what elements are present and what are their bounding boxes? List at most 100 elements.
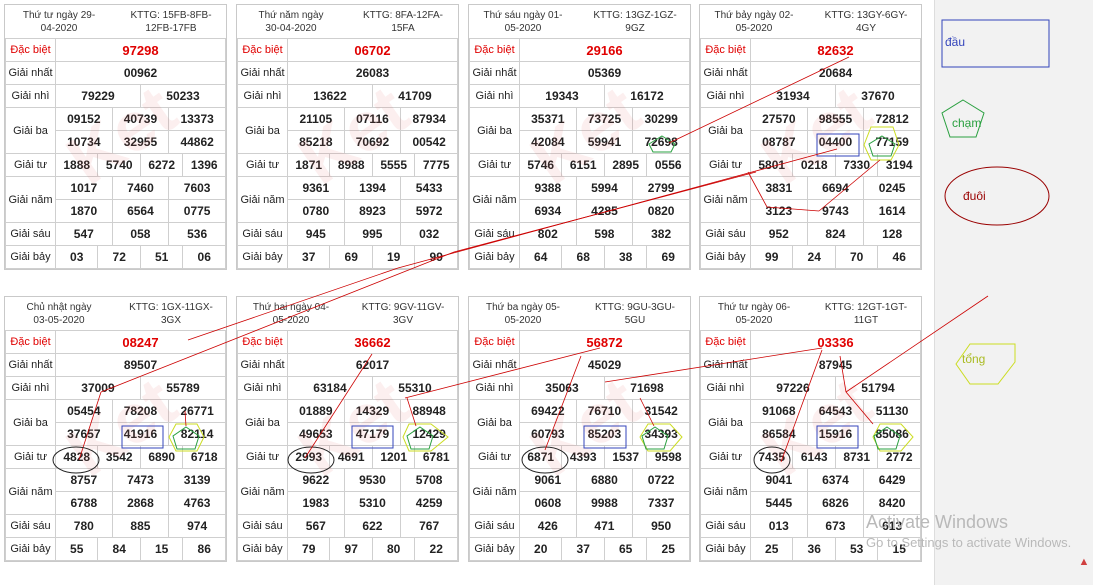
prize-number: 8923 <box>343 199 402 223</box>
prize-label: Đặc biệt <box>237 38 288 62</box>
scroll-up-icon[interactable]: ▲ <box>1078 556 1090 568</box>
prize-label: Giải sáu <box>700 222 751 246</box>
prize-number: 19343 <box>519 84 605 108</box>
prize-number: 64543 <box>806 399 865 423</box>
prize-number: 88948 <box>400 399 458 423</box>
prize-row: Giải sáu 952 824 128 <box>700 222 921 246</box>
prize-row: Giải tư 6871 4393 1537 9598 <box>469 445 690 469</box>
prize-number: 16172 <box>603 84 691 108</box>
activation-subtitle: Go to Settings to activate Windows. <box>866 535 1072 550</box>
prize-row: Giải năm 3831 6694 0245 <box>700 176 921 223</box>
prize-number: 5433 <box>400 176 458 200</box>
prize-number: 13373 <box>168 107 226 131</box>
prize-number: 06702 <box>287 38 458 62</box>
prize-number: 72 <box>97 245 141 269</box>
prize-number: 71698 <box>603 376 691 400</box>
prize-label: Giải sáu <box>5 222 56 246</box>
prize-label: Đặc biệt <box>237 330 288 354</box>
windows-activation-watermark: Activate Windows Go to Settings to activ… <box>866 512 1071 550</box>
prize-number: 80 <box>371 537 416 561</box>
prize-label: Giải nhì <box>469 84 520 108</box>
prize-number: 42084 <box>519 130 577 154</box>
prize-number: 47179 <box>343 422 402 446</box>
kttg-code: KTTG: 8FA-12FA-15FA <box>362 10 444 34</box>
prize-number: 945 <box>287 222 345 246</box>
prize-number: 2772 <box>877 445 921 469</box>
prize-number: 69 <box>329 245 373 269</box>
prize-row: Giải nhì 79229 50233 <box>5 84 227 108</box>
prize-number: 03 <box>54 245 99 269</box>
prize-row: Giải tư 4828 3542 6890 6718 <box>5 445 226 469</box>
draw-date: Thứ hai ngày 04-05-2020 <box>252 302 330 326</box>
prize-number: 7603 <box>168 176 226 200</box>
prize-number: 15916 <box>806 422 865 446</box>
prize-label: Giải ba <box>5 399 56 446</box>
prize-number: 05454 <box>55 399 113 423</box>
prize-number: 471 <box>575 514 634 538</box>
prize-label: Giải nhì <box>237 376 288 400</box>
prize-number: 36 <box>792 537 836 561</box>
prize-label: Giải tư <box>700 445 751 469</box>
prize-number: 5746 <box>518 153 563 177</box>
prize-label: Giải nhì <box>700 84 751 108</box>
prize-row: Đặc biệt 56872 <box>469 330 690 354</box>
prize-number: 0722 <box>632 468 690 492</box>
prize-number: 99 <box>414 245 458 269</box>
prize-label: Đặc biệt <box>700 38 751 62</box>
prize-label: Giải nhì <box>469 376 520 400</box>
prize-number: 8988 <box>329 153 373 177</box>
prize-number: 7473 <box>111 468 170 492</box>
prize-number: 35371 <box>519 107 577 131</box>
prize-table: Đặc biệt 56872 Giải nhất 45029 Giải nhì 35063… <box>469 330 691 561</box>
prize-label: Giải sáu <box>700 514 751 538</box>
prize-row: Giải nhì 19343 16172 <box>469 84 691 108</box>
prize-number: 1394 <box>343 176 402 200</box>
prize-number: 7460 <box>111 176 170 200</box>
prize-row: Giải nhất 20684 <box>700 61 921 85</box>
prize-label: Giải bảy <box>469 537 520 561</box>
prize-label: Giải năm <box>237 176 288 223</box>
prize-number: 65 <box>603 537 648 561</box>
prize-number: 62017 <box>287 353 458 377</box>
legend-cham-label: chạm <box>952 116 982 130</box>
prize-number: 20 <box>518 537 563 561</box>
prize-label: Giải nhì <box>237 84 288 108</box>
prize-number: 87945 <box>750 353 921 377</box>
prize-label: Giải bảy <box>237 537 288 561</box>
draw-date: Thứ sáu ngày 01-05-2020 <box>483 10 563 34</box>
activation-title: Activate Windows <box>866 512 1009 532</box>
prize-number: 14329 <box>343 399 402 423</box>
prize-label: Giải tư <box>5 445 56 469</box>
prize-number: 87934 <box>400 107 458 131</box>
prize-label: Giải nhì <box>5 376 56 400</box>
prize-number: 9361 <box>287 176 345 200</box>
prize-row: Giải năm 1017 7460 7603 <box>5 176 226 223</box>
prize-row: Giải bảy 37 69 19 99 <box>237 245 458 269</box>
prize-number: 824 <box>806 222 865 246</box>
prize-number: 9743 <box>806 199 865 223</box>
prize-row: Giải năm 9388 5994 2799 <box>469 176 690 223</box>
prize-number: 51130 <box>863 399 921 423</box>
prize-number: 4763 <box>168 491 226 515</box>
prize-number: 5740 <box>97 153 141 177</box>
result-card: Thứ bảy ngày 02-05-2020 KTTG: 13GY-6GY-4G… <box>699 4 922 270</box>
prize-number: 4393 <box>561 445 605 469</box>
prize-row: Giải nhì 63184 55310 <box>237 376 459 400</box>
prize-number: 50233 <box>139 84 227 108</box>
prize-label: Giải nhất <box>5 353 56 377</box>
prize-number: 91068 <box>750 399 808 423</box>
prize-number: 51794 <box>834 376 922 400</box>
prize-label: Đặc biệt <box>469 330 520 354</box>
prize-row: Đặc biệt 29166 <box>469 38 690 62</box>
prize-number: 97 <box>329 537 373 561</box>
prize-label: Giải tư <box>469 153 520 177</box>
prize-number: 7330 <box>834 153 879 177</box>
prize-label: Giải nhất <box>469 353 520 377</box>
prize-number: 72812 <box>863 107 921 131</box>
prize-number: 382 <box>632 222 690 246</box>
prize-number: 26083 <box>287 61 458 85</box>
prize-row: Giải tư 2993 4691 1201 6781 <box>237 445 458 469</box>
prize-label: Giải năm <box>700 176 751 223</box>
prize-number: 3542 <box>97 445 141 469</box>
prize-number: 19 <box>371 245 416 269</box>
